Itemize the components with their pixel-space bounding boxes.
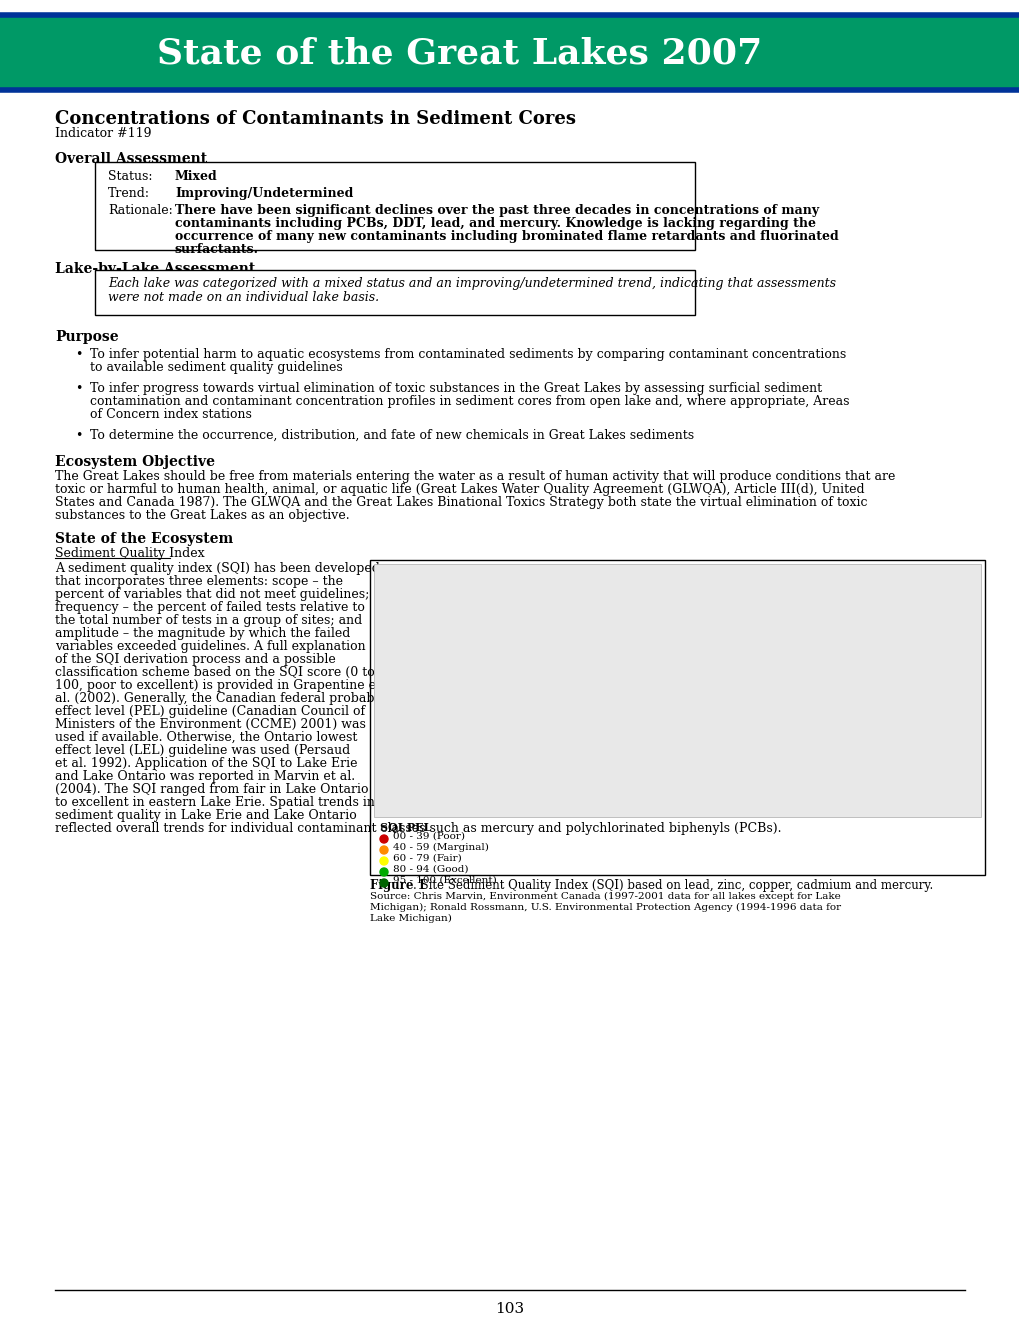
Text: •: • bbox=[75, 381, 83, 395]
Text: sediment quality in Lake Erie and Lake Ontario: sediment quality in Lake Erie and Lake O… bbox=[55, 809, 357, 822]
Text: effect level (PEL) guideline (Canadian Council of: effect level (PEL) guideline (Canadian C… bbox=[55, 705, 365, 718]
Text: 40 - 59 (Marginal): 40 - 59 (Marginal) bbox=[392, 842, 488, 851]
Bar bbox=[0, 15, 1019, 90]
Text: Source: Chris Marvin, Environment Canada (1997-2001 data for all lakes except fo: Source: Chris Marvin, Environment Canada… bbox=[370, 892, 840, 902]
Text: Each lake was categorized with a mixed status and an improving/undetermined tren: Each lake was categorized with a mixed s… bbox=[108, 277, 836, 290]
Text: 103: 103 bbox=[495, 1302, 524, 1316]
Text: 100, poor to excellent) is provided in Grapentine et: 100, poor to excellent) is provided in G… bbox=[55, 678, 381, 692]
Text: contaminants including PCBs, DDT, lead, and mercury. Knowledge is lacking regard: contaminants including PCBs, DDT, lead, … bbox=[175, 216, 815, 230]
Text: Sediment Quality Index: Sediment Quality Index bbox=[55, 546, 205, 560]
Text: substances to the Great Lakes as an objective.: substances to the Great Lakes as an obje… bbox=[55, 510, 350, 521]
Circle shape bbox=[380, 846, 387, 854]
Text: al. (2002). Generally, the Canadian federal probable: al. (2002). Generally, the Canadian fede… bbox=[55, 692, 385, 705]
Text: surfactants.: surfactants. bbox=[175, 243, 259, 256]
Text: Ministers of the Environment (CCME) 2001) was: Ministers of the Environment (CCME) 2001… bbox=[55, 718, 366, 731]
Text: SQI PEL: SQI PEL bbox=[380, 822, 431, 833]
Text: et al. 1992). Application of the SQI to Lake Erie: et al. 1992). Application of the SQI to … bbox=[55, 756, 357, 770]
Text: (2004). The SQI ranged from fair in Lake Ontario: (2004). The SQI ranged from fair in Lake… bbox=[55, 783, 368, 796]
Text: reflected overall trends for individual contaminant classes such as mercury and : reflected overall trends for individual … bbox=[55, 822, 781, 836]
Text: Purpose: Purpose bbox=[55, 330, 118, 345]
Text: Lake-by-Lake Assessment: Lake-by-Lake Assessment bbox=[55, 261, 255, 276]
Bar bbox=[95, 162, 694, 249]
Text: •: • bbox=[75, 348, 83, 360]
Text: toxic or harmful to human health, animal, or aquatic life (Great Lakes Water Qua: toxic or harmful to human health, animal… bbox=[55, 483, 864, 496]
Text: . Site Sediment Quality Index (SQI) based on lead, zinc, copper, cadmium and mer: . Site Sediment Quality Index (SQI) base… bbox=[413, 879, 932, 892]
Text: frequency – the percent of failed tests relative to: frequency – the percent of failed tests … bbox=[55, 601, 365, 614]
Bar bbox=[95, 271, 694, 315]
Text: To determine the occurrence, distribution, and fate of new chemicals in Great La: To determine the occurrence, distributio… bbox=[90, 429, 694, 442]
Text: State of the Great Lakes 2007: State of the Great Lakes 2007 bbox=[157, 36, 762, 70]
Text: •: • bbox=[75, 429, 83, 442]
Text: Michigan); Ronald Rossmann, U.S. Environmental Protection Agency (1994-1996 data: Michigan); Ronald Rossmann, U.S. Environ… bbox=[370, 903, 841, 912]
Text: to available sediment quality guidelines: to available sediment quality guidelines bbox=[90, 360, 342, 374]
Text: used if available. Otherwise, the Ontario lowest: used if available. Otherwise, the Ontari… bbox=[55, 731, 357, 744]
Text: Rationale:: Rationale: bbox=[108, 205, 172, 216]
Circle shape bbox=[380, 869, 387, 876]
Text: There have been significant declines over the past three decades in concentratio: There have been significant declines ove… bbox=[175, 205, 818, 216]
Text: Indicator #119: Indicator #119 bbox=[55, 127, 152, 140]
Circle shape bbox=[380, 879, 387, 887]
Text: The Great Lakes should be free from materials entering the water as a result of : The Great Lakes should be free from mate… bbox=[55, 470, 895, 483]
Text: States and Canada 1987). The GLWQA and the Great Lakes Binational Toxics Strateg: States and Canada 1987). The GLWQA and t… bbox=[55, 496, 866, 510]
Text: Improving/Undetermined: Improving/Undetermined bbox=[175, 187, 353, 201]
Text: Concentrations of Contaminants in Sediment Cores: Concentrations of Contaminants in Sedime… bbox=[55, 110, 576, 128]
Text: 95 - 100 (Excellent): 95 - 100 (Excellent) bbox=[392, 875, 496, 884]
Text: Trend:: Trend: bbox=[108, 187, 150, 201]
Text: Status:: Status: bbox=[108, 170, 153, 183]
Text: To infer potential harm to aquatic ecosystems from contaminated sediments by com: To infer potential harm to aquatic ecosy… bbox=[90, 348, 846, 360]
Text: State of the Ecosystem: State of the Ecosystem bbox=[55, 532, 233, 546]
Text: Ecosystem Objective: Ecosystem Objective bbox=[55, 455, 215, 469]
Text: that incorporates three elements: scope – the: that incorporates three elements: scope … bbox=[55, 576, 342, 587]
Text: of the SQI derivation process and a possible: of the SQI derivation process and a poss… bbox=[55, 653, 335, 667]
Text: To infer progress towards virtual elimination of toxic substances in the Great L: To infer progress towards virtual elimin… bbox=[90, 381, 821, 395]
Text: Mixed: Mixed bbox=[175, 170, 217, 183]
Text: contamination and contaminant concentration profiles in sediment cores from open: contamination and contaminant concentrat… bbox=[90, 395, 849, 408]
Text: were not made on an individual lake basis.: were not made on an individual lake basi… bbox=[108, 290, 379, 304]
Text: and Lake Ontario was reported in Marvin et al.: and Lake Ontario was reported in Marvin … bbox=[55, 770, 355, 783]
Bar bbox=[370, 560, 984, 875]
Text: of Concern index stations: of Concern index stations bbox=[90, 408, 252, 421]
Text: 00 - 39 (Poor): 00 - 39 (Poor) bbox=[392, 832, 465, 841]
Text: 80 - 94 (Good): 80 - 94 (Good) bbox=[392, 865, 468, 874]
Text: variables exceeded guidelines. A full explanation: variables exceeded guidelines. A full ex… bbox=[55, 640, 365, 653]
Text: percent of variables that did not meet guidelines;: percent of variables that did not meet g… bbox=[55, 587, 369, 601]
Text: classification scheme based on the SQI score (0 to: classification scheme based on the SQI s… bbox=[55, 667, 374, 678]
Text: amplitude – the magnitude by which the failed: amplitude – the magnitude by which the f… bbox=[55, 627, 351, 640]
Text: the total number of tests in a group of sites; and: the total number of tests in a group of … bbox=[55, 614, 362, 627]
Text: 60 - 79 (Fair): 60 - 79 (Fair) bbox=[392, 854, 462, 862]
Circle shape bbox=[380, 857, 387, 865]
Text: Overall Assessment: Overall Assessment bbox=[55, 152, 207, 166]
Text: Figure 1: Figure 1 bbox=[370, 879, 425, 892]
Bar bbox=[374, 564, 980, 817]
Text: to excellent in eastern Lake Erie. Spatial trends in: to excellent in eastern Lake Erie. Spati… bbox=[55, 796, 375, 809]
Text: A sediment quality index (SQI) has been developed: A sediment quality index (SQI) has been … bbox=[55, 562, 379, 576]
Circle shape bbox=[380, 836, 387, 843]
Text: occurrence of many new contaminants including brominated flame retardants and fl: occurrence of many new contaminants incl… bbox=[175, 230, 838, 243]
Text: Lake Michigan): Lake Michigan) bbox=[370, 913, 451, 923]
Text: effect level (LEL) guideline was used (Persaud: effect level (LEL) guideline was used (P… bbox=[55, 744, 350, 756]
